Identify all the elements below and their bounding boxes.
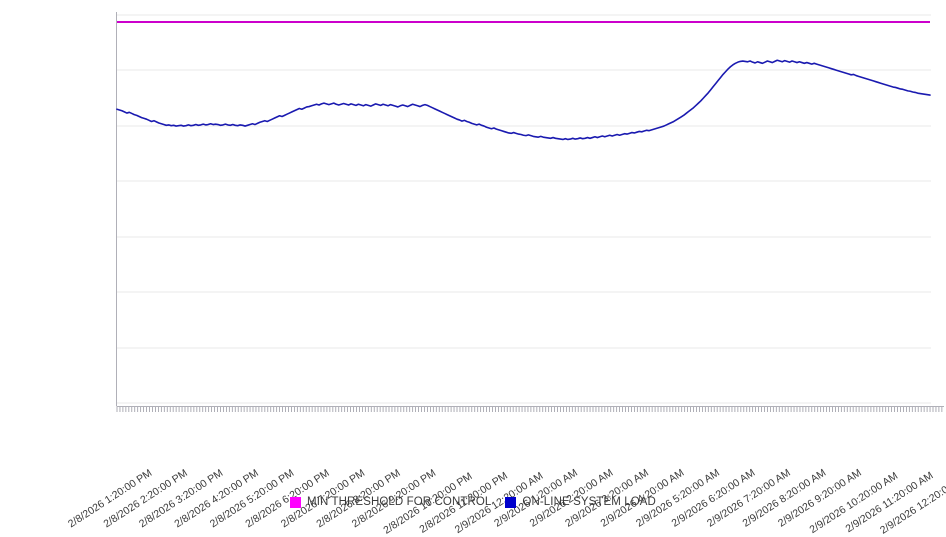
legend-entry[interactable]: MIN THRESHOLD FOR CONTROL: [290, 496, 491, 508]
series-lines: [116, 21, 931, 141]
legend-swatch-icon: [505, 496, 517, 508]
chart-plot-svg: [116, 12, 944, 412]
system-load-chart: 2/8/2026 1:20:00 PM 2/8/2026 2:20:00 PM 2/…: [0, 12, 946, 537]
legend-swatch-icon: [290, 496, 302, 508]
x-axis-minor-ticks: [116, 407, 943, 412]
gridlines: [117, 14, 931, 404]
axis-lines: [116, 12, 944, 407]
chart-legend: MIN THRESHOLD FOR CONTROL ON-LINE SYSTEM …: [0, 496, 946, 508]
legend-label: ON-LINE SYSTEM LOAD: [522, 496, 656, 508]
legend-entry[interactable]: ON-LINE SYSTEM LOAD: [505, 496, 656, 508]
series-online-system-load-line: [116, 59, 931, 141]
legend-label: MIN THRESHOLD FOR CONTROL: [307, 496, 492, 508]
